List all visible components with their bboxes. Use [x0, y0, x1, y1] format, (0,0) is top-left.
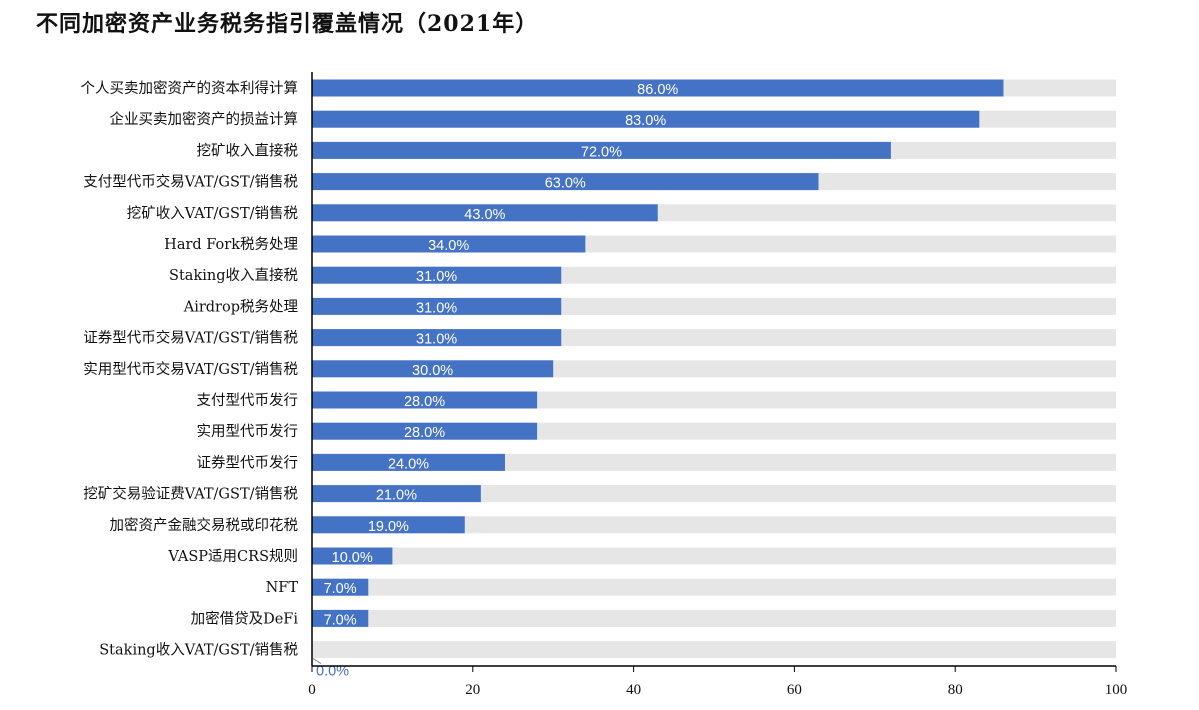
bar-track [312, 516, 1116, 534]
category-label: 支付型代币交易VAT/GST/销售税 [83, 173, 298, 191]
x-tick-label: 80 [948, 682, 963, 698]
bar [312, 547, 393, 565]
bar [312, 266, 562, 284]
bar [312, 516, 465, 534]
category-label: Hard Fork税务处理 [164, 236, 298, 253]
data-label: 30.0% [412, 363, 453, 379]
data-label: 83.0% [625, 113, 666, 129]
bar [312, 360, 554, 378]
category-label: 实用型代币发行 [197, 423, 299, 440]
bar [312, 141, 891, 159]
category-label: 加密借贷及DeFi [191, 610, 299, 627]
category-label: Staking收入直接税 [169, 267, 298, 284]
x-tick-label: 20 [465, 682, 480, 698]
bar [312, 453, 505, 471]
category-label: Airdrop税务处理 [183, 298, 299, 315]
category-label: 挖矿交易验证费VAT/GST/销售税 [83, 485, 298, 503]
data-label: 72.0% [581, 144, 622, 160]
bar-track [312, 578, 1116, 596]
category-label: 挖矿收入直接税 [197, 142, 299, 159]
data-label: 10.0% [332, 550, 373, 566]
category-label: 挖矿收入VAT/GST/销售税 [127, 205, 299, 222]
bar [312, 485, 481, 503]
category-label: 证券型代币交易VAT/GST/销售税 [83, 329, 298, 347]
bar-track [312, 641, 1116, 659]
bar [312, 422, 538, 440]
data-label: 34.0% [428, 238, 469, 254]
category-label: 个人买卖加密资产的资本利得计算 [81, 80, 299, 97]
bar-track [312, 453, 1116, 471]
bar [312, 173, 819, 191]
leader-line [312, 658, 322, 665]
data-label: 19.0% [368, 519, 409, 535]
x-tick-label: 100 [1105, 682, 1128, 698]
x-tick-label: 0 [308, 682, 316, 698]
data-label: 7.0% [324, 612, 357, 628]
data-label: 7.0% [324, 581, 357, 597]
bar-track [312, 609, 1116, 627]
data-label: 28.0% [404, 394, 445, 410]
bar [312, 204, 658, 222]
category-label: Staking收入VAT/GST/销售税 [99, 642, 298, 659]
data-label: 43.0% [464, 207, 505, 223]
data-label: 86.0% [637, 82, 678, 98]
bar [312, 329, 562, 347]
category-label: 证券型代币发行 [197, 454, 299, 471]
category-label: NFT [266, 580, 299, 596]
x-tick-label: 40 [626, 682, 641, 698]
bar [312, 391, 538, 409]
bar [312, 297, 562, 315]
chart-title: 不同加密资产业务税务指引覆盖情况（2021年） [36, 11, 539, 37]
category-label: 加密资产金融交易税或印花税 [110, 516, 299, 534]
data-label: 31.0% [416, 300, 457, 316]
category-label: 支付型代币发行 [197, 392, 299, 409]
category-label: VASP适用CRS规则 [167, 548, 298, 565]
bar [312, 110, 980, 128]
data-label: 21.0% [376, 488, 417, 504]
data-label: 28.0% [404, 425, 445, 441]
bar-track [312, 547, 1116, 565]
data-label: 24.0% [388, 456, 429, 472]
bar [312, 578, 369, 596]
data-label: 0.0% [316, 664, 349, 680]
category-label: 企业买卖加密资产的损益计算 [110, 110, 299, 128]
data-label: 63.0% [545, 176, 586, 192]
category-label: 实用型代币交易VAT/GST/销售税 [83, 360, 298, 378]
data-label: 31.0% [416, 332, 457, 348]
data-label: 31.0% [416, 269, 457, 285]
bar [312, 79, 1004, 97]
bar [312, 235, 586, 253]
x-tick-label: 60 [787, 682, 802, 698]
bar-track [312, 485, 1116, 503]
bar [312, 609, 369, 627]
